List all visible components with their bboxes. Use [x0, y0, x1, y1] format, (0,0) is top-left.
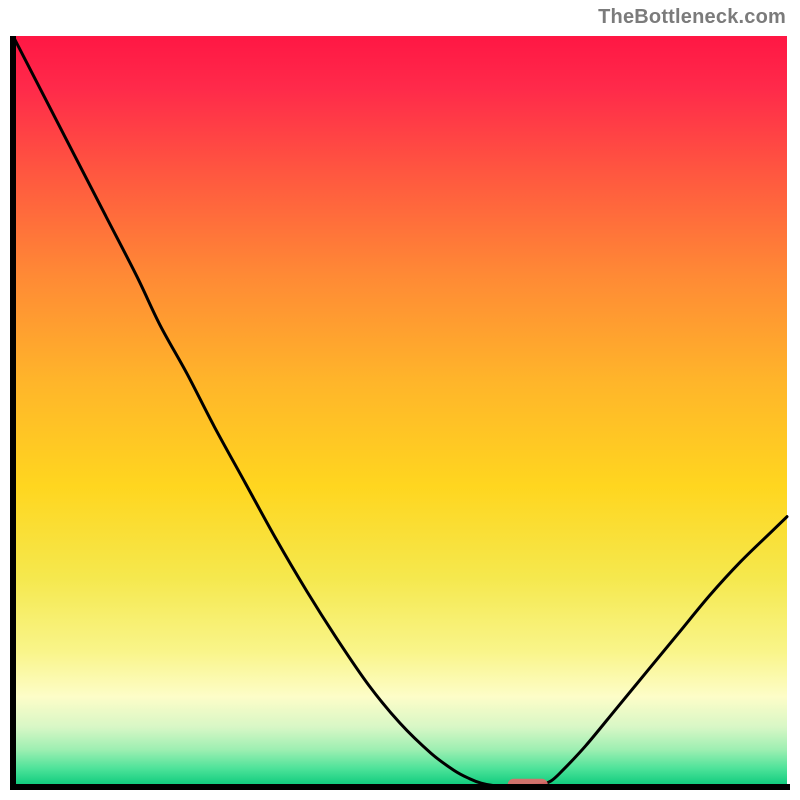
watermark-text: TheBottleneck.com [598, 6, 786, 29]
chart-background [13, 36, 787, 787]
bottleneck-chart [10, 36, 790, 790]
chart-svg [10, 36, 790, 790]
